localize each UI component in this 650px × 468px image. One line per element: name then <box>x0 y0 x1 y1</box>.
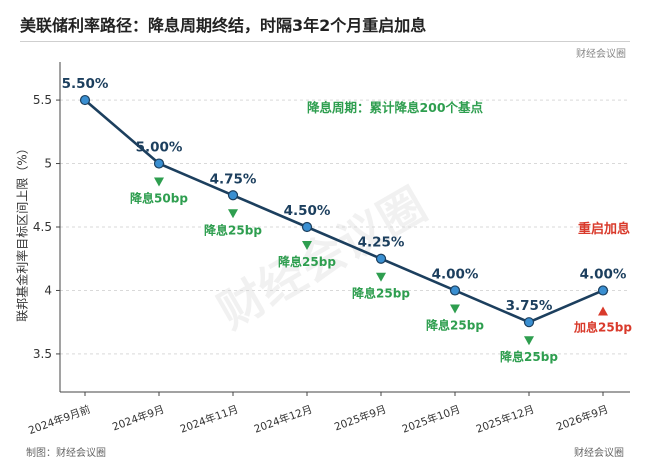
data-point <box>227 190 239 201</box>
axes <box>56 62 630 396</box>
x-tick-label: 2024年9月前 <box>27 403 92 437</box>
change-label: 降息25bp <box>278 254 336 269</box>
down-arrow-icon <box>228 209 238 219</box>
x-tick-label: 2024年12月 <box>252 403 314 436</box>
data-points <box>79 94 609 328</box>
point-value-label: 4.25% <box>358 235 405 251</box>
y-tick-label: 3.5 <box>33 347 52 361</box>
data-point <box>153 158 165 169</box>
change-labels: 降息50bp 降息25bp 降息25bp 降息25bp 降息25bp 降息25bp 加息25… <box>130 177 632 364</box>
data-point <box>79 94 91 106</box>
y-tick-label: 4 <box>44 283 52 297</box>
cycle-annotation: 降息周期：累计降息200个基点 <box>307 100 484 115</box>
y-tick-labels: 3.5 4 4.5 5 5.5 <box>33 93 52 361</box>
x-tick-label: 2024年11月 <box>178 403 240 436</box>
point-value-label: 4.00% <box>432 266 479 282</box>
title-divider <box>20 41 630 42</box>
series-line <box>84 99 604 324</box>
change-label: 降息25bp <box>426 317 484 332</box>
change-label: 降息25bp <box>204 222 262 237</box>
x-tick-label: 2026年9月 <box>554 403 610 434</box>
up-arrow-icon <box>598 306 608 316</box>
down-arrow-icon <box>154 177 164 187</box>
point-value-label: 4.50% <box>284 203 331 219</box>
hike-annotation: 重启加息 <box>578 221 630 237</box>
point-value-label: 5.50% <box>62 76 109 92</box>
change-label: 降息25bp <box>500 349 558 364</box>
change-label: 降息25bp <box>352 286 410 301</box>
point-value-label: 4.75% <box>210 171 257 187</box>
point-value-label: 3.75% <box>506 298 553 314</box>
grid-lines <box>60 99 630 355</box>
data-point <box>449 285 461 296</box>
rate-line <box>84 99 604 324</box>
data-point <box>597 285 609 296</box>
brand-label-top: 财经会议圈 <box>576 49 626 60</box>
x-tick-label: 2025年10月 <box>400 403 462 436</box>
data-point <box>301 221 313 233</box>
chart-title: 美联储利率路径：降息周期终结，时隔3年2个月重启加息 <box>20 16 427 35</box>
data-point <box>375 253 387 264</box>
change-label: 加息25bp <box>573 319 632 334</box>
down-arrow-icon <box>302 241 312 250</box>
down-arrow-icon <box>450 304 460 314</box>
credit-label: 制图：财经会议圈 <box>26 448 106 459</box>
down-arrow-icon <box>524 336 534 346</box>
y-tick-label: 4.5 <box>33 220 52 234</box>
point-value-label: 4.00% <box>580 266 627 282</box>
brand-label-bottom: 财经会议圈 <box>574 448 624 459</box>
x-tick-label: 2024年9月 <box>110 403 166 434</box>
y-tick-label: 5 <box>44 157 52 171</box>
x-tick-labels: 2024年9月前 2024年9月 2024年11月 2024年12月 2025年9月 20… <box>27 403 610 437</box>
down-arrow-icon <box>376 272 386 282</box>
x-tick-label: 2025年9月 <box>332 403 388 434</box>
data-point <box>523 317 535 328</box>
point-value-label: 5.00% <box>136 140 183 156</box>
x-tick-label: 2025年12月 <box>474 403 536 436</box>
y-tick-label: 5.5 <box>33 93 52 107</box>
point-value-labels: 5.50% 5.00% 4.75% 4.50% 4.25% 4.00% 3.75% 4.00% <box>62 76 627 314</box>
change-label: 降息50bp <box>130 191 188 206</box>
